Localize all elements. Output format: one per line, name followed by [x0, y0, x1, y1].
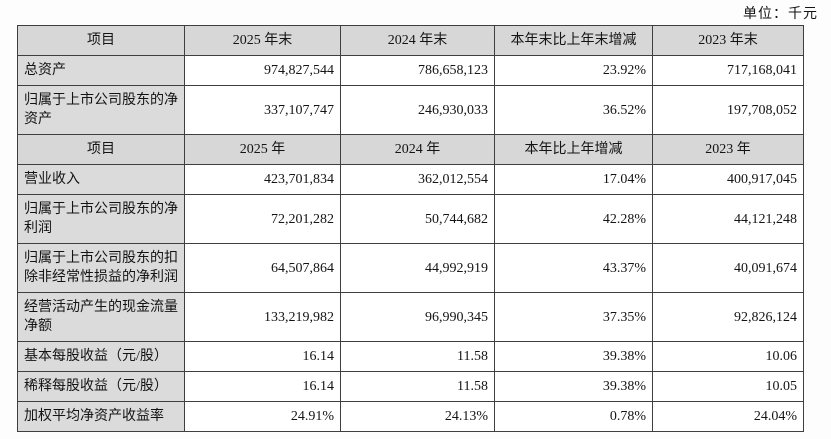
financial-table-body: 项目 2025 年末 2024 年末 本年末比上年末增减 2023 年末 总资产 974,8…	[17, 25, 804, 432]
row-value: 337,107,747	[184, 85, 341, 135]
table-row: 归属于上市公司股东的净资产 337,107,747 246,930,033 36.52…	[17, 85, 804, 135]
row-value: 40,091,674	[652, 243, 804, 293]
row-value: 17.04%	[494, 164, 653, 195]
header-row: 项目 2025 年末 2024 年末 本年末比上年末增减 2023 年末	[17, 25, 804, 56]
table-row: 经营活动产生的现金流量净额 133,219,982 96,990,345 37.35%…	[17, 292, 804, 342]
column-header-item: 项目	[17, 25, 185, 56]
row-label: 加权平均净资产收益率	[17, 401, 185, 432]
column-header: 2024 年末	[340, 25, 495, 56]
row-value: 37.35%	[494, 292, 653, 342]
column-header-item: 项目	[17, 134, 185, 165]
row-value: 92,826,124	[652, 292, 804, 342]
column-header: 本年末比上年末增减	[494, 25, 653, 56]
row-value: 10.05	[652, 371, 804, 402]
row-label: 总资产	[17, 55, 185, 86]
row-value: 11.58	[340, 341, 495, 372]
row-label: 稀释每股收益（元/股）	[17, 371, 185, 402]
unit-label: 单位：千元	[743, 7, 818, 22]
row-value: 64,507,864	[184, 243, 341, 293]
row-value: 197,708,052	[652, 85, 804, 135]
row-value: 10.06	[652, 341, 804, 372]
row-value: 133,219,982	[184, 292, 341, 342]
row-value: 36.52%	[494, 85, 653, 135]
row-value: 974,827,544	[184, 55, 341, 86]
row-value: 786,658,123	[340, 55, 495, 86]
financial-table: 项目 2025 年末 2024 年末 本年末比上年末增减 2023 年末 总资产 974,8…	[17, 25, 804, 432]
row-value: 16.14	[184, 371, 341, 402]
row-value: 24.13%	[340, 401, 495, 432]
table-row: 基本每股收益（元/股） 16.14 11.58 39.38% 10.06	[17, 341, 804, 372]
table-row: 加权平均净资产收益率 24.91% 24.13% 0.78% 24.04%	[17, 401, 804, 432]
row-value: 50,744,682	[340, 194, 495, 244]
table-row: 稀释每股收益（元/股） 16.14 11.58 39.38% 10.05	[17, 371, 804, 402]
column-header: 2025 年	[184, 134, 341, 165]
row-value: 44,121,248	[652, 194, 804, 244]
row-value: 717,168,041	[652, 55, 804, 86]
row-value: 44,992,919	[340, 243, 495, 293]
row-value: 400,917,045	[652, 164, 804, 195]
row-label: 归属于上市公司股东的净利润	[17, 194, 185, 244]
row-value: 23.92%	[494, 55, 653, 86]
column-header: 2023 年	[652, 134, 804, 165]
row-value: 423,701,834	[184, 164, 341, 195]
column-header: 2023 年末	[652, 25, 804, 56]
row-value: 43.37%	[494, 243, 653, 293]
table-row: 归属于上市公司股东的扣除非经常性损益的净利润 64,507,864 44,992,9…	[17, 243, 804, 293]
row-label: 归属于上市公司股东的扣除非经常性损益的净利润	[17, 243, 185, 293]
row-value: 362,012,554	[340, 164, 495, 195]
column-header: 2024 年	[340, 134, 495, 165]
row-value: 72,201,282	[184, 194, 341, 244]
row-value: 16.14	[184, 341, 341, 372]
row-label: 营业收入	[17, 164, 185, 195]
column-header: 2025 年末	[184, 25, 341, 56]
column-header: 本年比上年增减	[494, 134, 653, 165]
row-value: 24.91%	[184, 401, 341, 432]
table-row: 营业收入 423,701,834 362,012,554 17.04% 400,917,…	[17, 164, 804, 195]
row-label: 经营活动产生的现金流量净额	[17, 292, 185, 342]
table-row: 归属于上市公司股东的净利润 72,201,282 50,744,682 42.28% 4…	[17, 194, 804, 244]
row-value: 24.04%	[652, 401, 804, 432]
row-label: 归属于上市公司股东的净资产	[17, 85, 185, 135]
table-row: 总资产 974,827,544 786,658,123 23.92% 717,168,0…	[17, 55, 804, 86]
row-value: 39.38%	[494, 341, 653, 372]
row-value: 246,930,033	[340, 85, 495, 135]
row-value: 42.28%	[494, 194, 653, 244]
row-value: 96,990,345	[340, 292, 495, 342]
row-value: 0.78%	[494, 401, 653, 432]
row-label: 基本每股收益（元/股）	[17, 341, 185, 372]
header-row: 项目 2025 年 2024 年本年比上年增减 2023 年	[17, 134, 804, 165]
row-value: 39.38%	[494, 371, 653, 402]
row-value: 11.58	[340, 371, 495, 402]
